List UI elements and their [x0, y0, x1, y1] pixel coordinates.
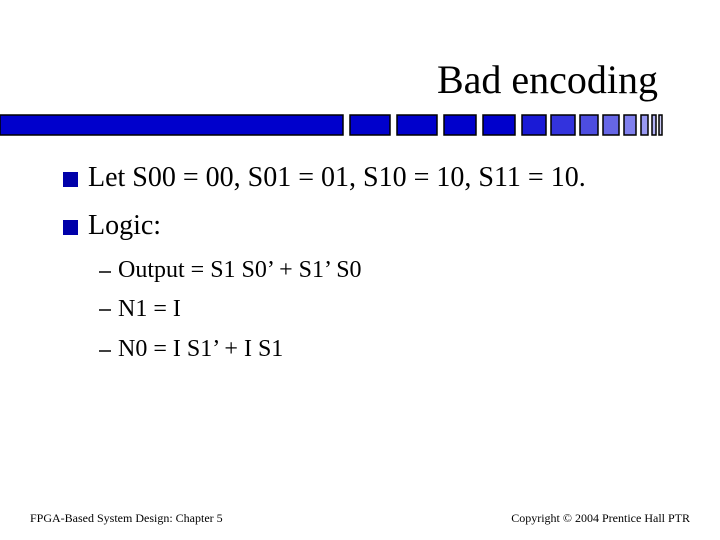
bullet: Logic: — [88, 210, 162, 241]
sub-bullet: Output = S1 S0’ + S1’ S0 — [118, 257, 362, 283]
sub-bullet: N0 = I S1’ + I S1 — [118, 336, 284, 362]
title-bar — [0, 114, 663, 136]
bullet-marker — [63, 172, 78, 187]
bullet: Let S00 = 00, S01 = 01, S10 = 10, S11 = … — [88, 162, 586, 193]
slide-title: Bad encoding — [436, 57, 658, 102]
bullet-marker — [63, 220, 78, 235]
footer-left: FPGA-Based System Design: Chapter 5 — [30, 511, 223, 525]
footer-right: Copyright © 2004 Prentice Hall PTR — [511, 511, 690, 525]
sub-bullet: N1 = I — [118, 296, 181, 322]
